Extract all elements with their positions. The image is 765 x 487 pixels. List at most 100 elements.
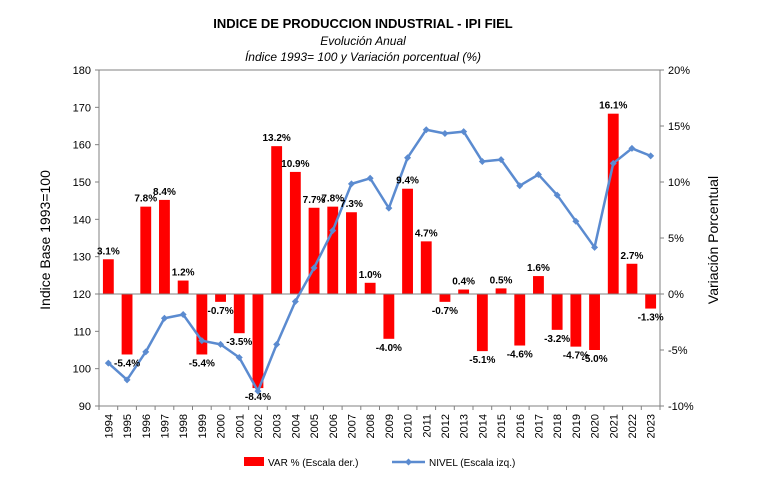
line-point — [217, 340, 225, 348]
bar — [346, 212, 357, 294]
x-tick-label: 2022 — [627, 414, 639, 438]
x-tick-label: 2011 — [421, 414, 433, 438]
bar — [439, 294, 451, 302]
y-left-tick-label: 140 — [73, 214, 91, 226]
bar — [140, 206, 152, 294]
y-left-tick-label: 150 — [73, 177, 91, 189]
x-tick-label: 2004 — [290, 414, 302, 438]
bar-data-label: 1.2% — [172, 268, 195, 279]
y-right-tick-label: -10% — [668, 401, 694, 413]
line-point — [422, 126, 430, 134]
bar — [476, 294, 488, 352]
x-tick-label: 1994 — [103, 414, 115, 438]
bar-data-label: -1.3% — [638, 313, 664, 324]
bar — [514, 294, 526, 346]
y-left-tick-label: 120 — [73, 289, 91, 301]
x-tick-label: 2019 — [571, 414, 583, 438]
x-tick-label: 2002 — [253, 414, 265, 438]
x-tick-label: 2014 — [477, 414, 489, 438]
line-point — [142, 348, 150, 356]
x-tick-label: 2005 — [309, 414, 321, 438]
bar-data-label: 8.4% — [153, 187, 176, 198]
line-point — [273, 340, 281, 348]
bar — [196, 294, 208, 355]
line-point — [647, 152, 655, 160]
y-right-axis-title: Variación Porcentual — [705, 176, 721, 304]
y-left-axis-title: Indice Base 1993=100 — [37, 170, 53, 310]
bar — [308, 207, 320, 294]
bar-data-label: -5.1% — [469, 355, 495, 366]
bar-data-label: 7.7% — [303, 195, 326, 206]
y-right-tick-label: 10% — [668, 177, 690, 189]
bar — [402, 188, 413, 294]
bar — [159, 199, 170, 294]
x-tick-label: 1999 — [197, 414, 209, 438]
bar — [121, 294, 133, 355]
x-tick-label: 2023 — [646, 414, 658, 438]
line-point — [366, 174, 374, 182]
legend-label-line: NIVEL (Escala izq.) — [429, 458, 515, 469]
bar — [177, 280, 189, 294]
line-point — [609, 159, 617, 167]
bar — [289, 171, 301, 294]
bar — [252, 294, 264, 389]
bar-data-label: 7.8% — [321, 194, 344, 205]
bar-data-label: -4.0% — [376, 343, 402, 354]
y-left-tick-label: 180 — [73, 65, 91, 77]
bar-data-label: 9.4% — [396, 176, 419, 187]
line-point — [254, 387, 262, 395]
x-tick-label: 2020 — [590, 414, 602, 438]
line-point — [104, 359, 112, 367]
x-tick-label: 2000 — [216, 414, 228, 438]
bar-data-label: -5.4% — [189, 358, 215, 369]
chart-subtitle-1: Evolución Anual — [320, 34, 406, 48]
y-left-tick-label: 90 — [79, 401, 91, 413]
y-right-tick-label: 0% — [668, 289, 684, 301]
bar — [589, 294, 600, 350]
bar-data-label: -3.2% — [544, 334, 570, 345]
x-tick-label: 1995 — [122, 414, 134, 438]
legend-marker-line — [405, 458, 412, 466]
line-point — [628, 144, 636, 152]
bar-data-label: 13.2% — [262, 133, 290, 144]
line-point — [516, 182, 524, 190]
bar — [383, 294, 395, 339]
line-point — [235, 353, 243, 361]
x-tick-label: 2008 — [365, 414, 377, 438]
line-point — [441, 129, 449, 137]
bar-data-label: 0.4% — [452, 277, 475, 288]
bar-data-label: -4.6% — [507, 350, 533, 361]
x-tick-label: 2021 — [608, 414, 620, 438]
line-point — [460, 128, 468, 136]
line-point — [534, 171, 542, 179]
x-tick-label: 2009 — [384, 414, 396, 438]
bar — [458, 289, 470, 294]
y-left-tick-label: 160 — [73, 140, 91, 152]
bar-data-label: -5.4% — [114, 358, 140, 369]
bar — [420, 241, 432, 294]
bar — [495, 288, 507, 294]
bar — [626, 263, 638, 294]
line-point — [291, 297, 299, 305]
x-tick-label: 2013 — [459, 414, 471, 438]
line-point — [572, 217, 580, 225]
y-right-tick-label: 15% — [668, 121, 690, 133]
line-point — [347, 180, 355, 188]
line-point — [497, 156, 505, 164]
x-tick-label: 2001 — [234, 414, 246, 438]
bar-data-label: -5.0% — [581, 354, 607, 365]
bar — [233, 294, 245, 334]
bar — [570, 294, 582, 347]
line-point — [179, 311, 187, 319]
bar — [607, 113, 619, 295]
y-right-tick-label: 5% — [668, 233, 684, 245]
chart-title: INDICE DE PRODUCCION INDUSTRIAL - IPI FI… — [213, 16, 513, 31]
x-tick-label: 2003 — [272, 414, 284, 438]
x-tick-label: 1997 — [159, 414, 171, 438]
x-tick-label: 2018 — [552, 414, 564, 438]
bar — [271, 146, 283, 294]
bar-data-label: 16.1% — [599, 101, 627, 112]
bar-data-label: 4.7% — [415, 228, 438, 239]
